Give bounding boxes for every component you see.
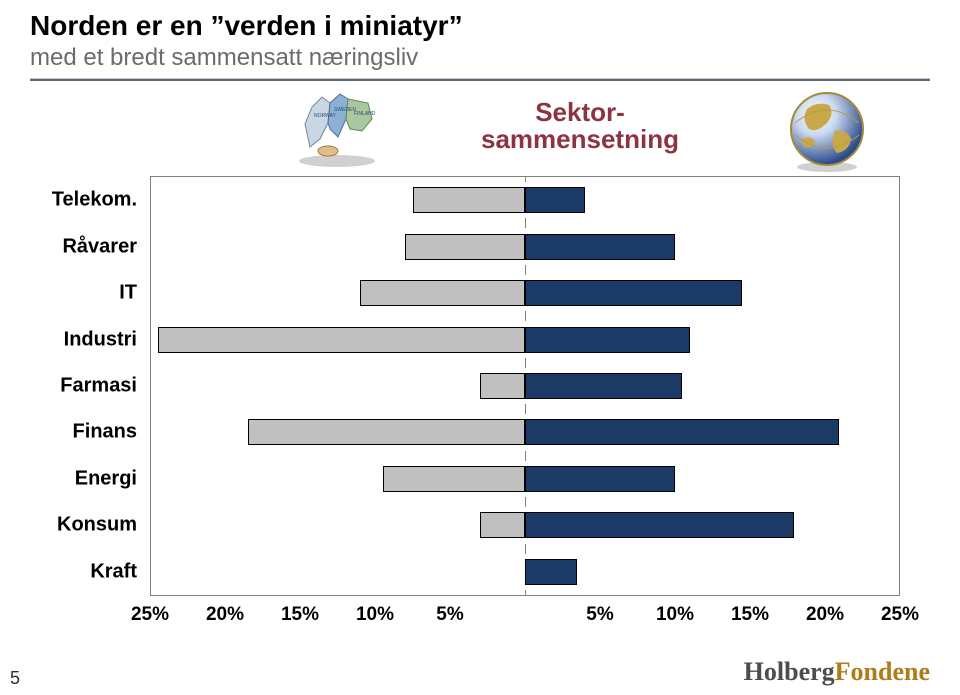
chart-category-label: IT bbox=[27, 282, 151, 305]
zero-tick bbox=[525, 316, 526, 321]
chart-row: Telekom. bbox=[151, 177, 899, 223]
sector-label-line1: Sektor- bbox=[410, 99, 750, 126]
chart-row: Kraft bbox=[151, 549, 899, 595]
chart-row: Farmasi bbox=[151, 363, 899, 409]
page-title: Norden er en ”verden i miniatyr” bbox=[30, 10, 930, 42]
chart-row: Konsum bbox=[151, 502, 899, 548]
chart-category-label: Farmasi bbox=[27, 374, 151, 397]
zero-tick bbox=[525, 409, 526, 414]
title-quoted: ”verden i miniatyr” bbox=[210, 10, 462, 41]
x-axis-tick: 10% bbox=[656, 604, 694, 626]
x-axis-tick: 15% bbox=[281, 604, 319, 626]
x-axis-tick: 5% bbox=[436, 604, 463, 626]
chart-bar-right bbox=[525, 466, 675, 492]
x-axis-tick: 25% bbox=[881, 604, 919, 626]
chart-bar-left bbox=[413, 187, 525, 213]
chart-row: Råvarer bbox=[151, 223, 899, 269]
chart-x-axis: 25%20%15%10%5%5%10%15%20%25% bbox=[150, 596, 900, 636]
zero-tick bbox=[525, 177, 526, 182]
chart-header: NORWAY SWEDEN FINLAND Sektor- sammensetn… bbox=[30, 81, 930, 176]
svg-text:NORWAY: NORWAY bbox=[314, 113, 337, 119]
chart-row: Energi bbox=[151, 456, 899, 502]
chart-bar-right bbox=[525, 234, 675, 260]
zero-tick bbox=[525, 502, 526, 507]
zero-tick bbox=[525, 270, 526, 275]
chart-bar-left bbox=[360, 280, 525, 306]
page-subtitle: med et bredt sammensatt næringsliv bbox=[30, 44, 930, 72]
zero-tick bbox=[525, 549, 526, 554]
chart-bar-right bbox=[525, 419, 839, 445]
chart-bar-left bbox=[480, 512, 525, 538]
zero-tick bbox=[525, 456, 526, 461]
chart-plot-area: Telekom.RåvarerITIndustriFarmasiFinansEn… bbox=[150, 176, 900, 596]
chart-bar-right bbox=[525, 373, 682, 399]
chart-bar-left bbox=[480, 373, 525, 399]
sector-composition-chart: Telekom.RåvarerITIndustriFarmasiFinansEn… bbox=[30, 176, 930, 636]
svg-text:SWEDEN: SWEDEN bbox=[334, 107, 356, 113]
chart-row: IT bbox=[151, 270, 899, 316]
x-axis-tick: 25% bbox=[131, 604, 169, 626]
chart-bar-right bbox=[525, 280, 742, 306]
title-prefix: Norden er en bbox=[30, 10, 210, 41]
chart-category-label: Konsum bbox=[27, 514, 151, 537]
x-axis-tick: 5% bbox=[586, 604, 613, 626]
nordic-map-icon: NORWAY SWEDEN FINLAND bbox=[290, 89, 385, 169]
chart-bar-left bbox=[405, 234, 525, 260]
sector-label-line2: sammensetning bbox=[410, 126, 750, 153]
zero-tick bbox=[525, 223, 526, 228]
chart-bar-right bbox=[525, 512, 794, 538]
x-axis-tick: 20% bbox=[206, 604, 244, 626]
x-axis-tick: 10% bbox=[356, 604, 394, 626]
x-axis-tick: 20% bbox=[806, 604, 844, 626]
chart-category-label: Finans bbox=[27, 421, 151, 444]
logo-text-fondene: Fondene bbox=[835, 657, 930, 686]
chart-bar-right bbox=[525, 187, 585, 213]
x-axis-tick: 15% bbox=[731, 604, 769, 626]
globe-icon bbox=[785, 89, 870, 174]
chart-bar-left bbox=[248, 419, 525, 445]
zero-tick bbox=[525, 363, 526, 368]
chart-category-label: Industri bbox=[27, 328, 151, 351]
chart-row: Industri bbox=[151, 316, 899, 362]
zero-tick bbox=[525, 590, 526, 595]
chart-bar-right bbox=[525, 327, 690, 353]
svg-text:FINLAND: FINLAND bbox=[354, 111, 376, 117]
sector-composition-label: Sektor- sammensetning bbox=[410, 99, 750, 154]
chart-row: Finans bbox=[151, 409, 899, 455]
logo: HolbergFondene bbox=[744, 657, 930, 687]
chart-category-label: Råvarer bbox=[27, 235, 151, 258]
chart-bar-right bbox=[525, 559, 577, 585]
chart-category-label: Energi bbox=[27, 467, 151, 490]
chart-bar-left bbox=[158, 327, 525, 353]
page-number: 5 bbox=[10, 668, 20, 689]
chart-category-label: Kraft bbox=[27, 560, 151, 583]
chart-category-label: Telekom. bbox=[27, 189, 151, 212]
chart-bar-left bbox=[383, 466, 525, 492]
logo-text-holberg: Holberg bbox=[744, 657, 835, 686]
